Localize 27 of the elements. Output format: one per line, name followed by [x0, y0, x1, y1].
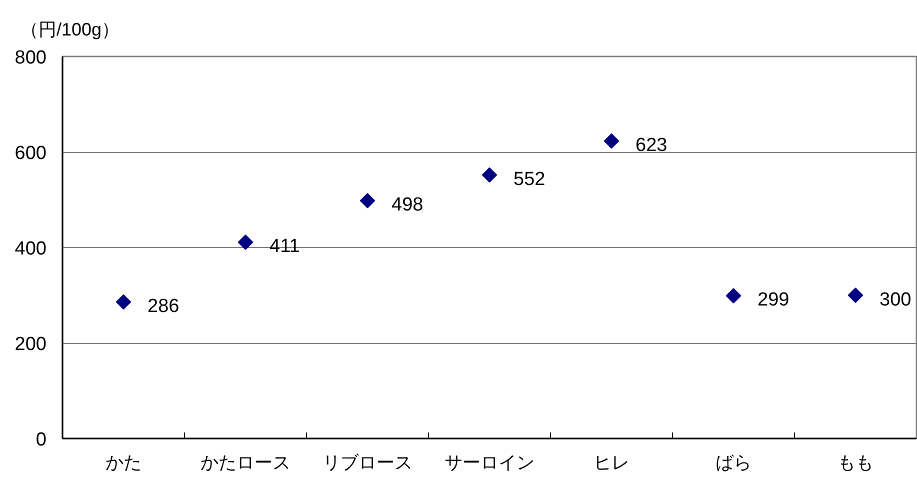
data-label: 299 [758, 290, 790, 311]
data-label: 623 [636, 135, 668, 156]
x-tick-label: かたロース [200, 452, 290, 472]
y-axis-title: （円/100g） [20, 20, 120, 40]
x-tick-label: ばら [716, 452, 752, 472]
point [482, 167, 498, 183]
point [848, 288, 864, 303]
data-label: 300 [880, 289, 912, 310]
point [604, 133, 620, 149]
point [726, 288, 742, 304]
data-label: 498 [392, 194, 424, 216]
data-label: 552 [514, 168, 546, 190]
point [116, 294, 132, 310]
x-tick-label: もも [838, 452, 874, 472]
data-label: 286 [148, 296, 180, 317]
data-label: 411 [270, 236, 300, 258]
y-tick-label: 0 [36, 430, 47, 450]
y-tick-label: 600 [14, 143, 46, 164]
point [238, 234, 254, 250]
x-tick-label: サーロイン [444, 452, 534, 472]
x-tick-label: リブロース [322, 452, 412, 472]
x-tick-label: かた [106, 452, 142, 472]
y-tick-label: 400 [14, 238, 46, 260]
point [360, 193, 376, 208]
y-tick-label: 800 [14, 48, 46, 68]
x-tick-label: ヒレ [594, 452, 630, 472]
y-tick-label: 200 [14, 334, 46, 355]
